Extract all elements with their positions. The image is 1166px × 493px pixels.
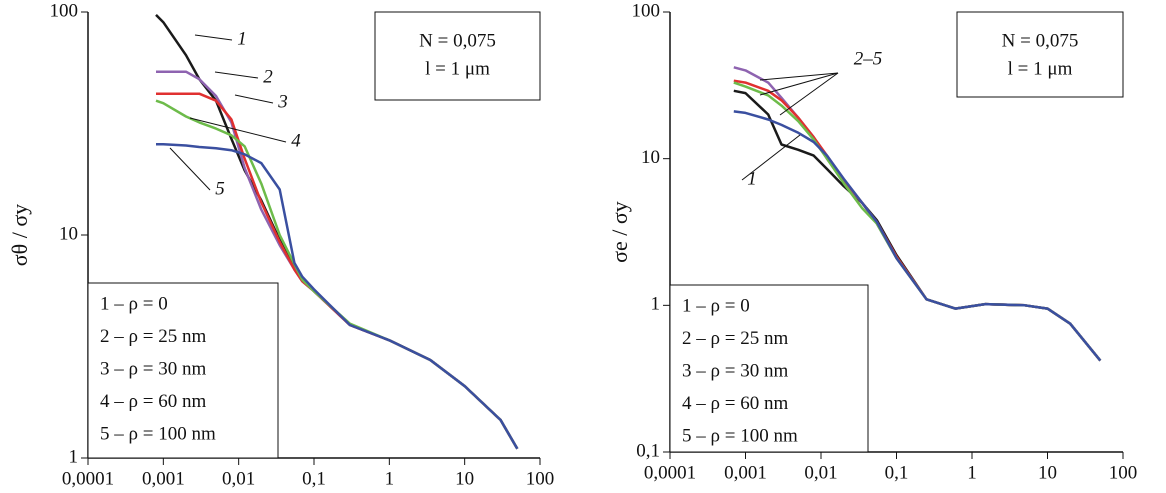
x-tick-label: 1 <box>385 468 395 489</box>
y-tick-label: 100 <box>632 0 661 21</box>
annotation-box <box>956 11 1124 98</box>
x-tick-label: 0,01 <box>804 462 837 483</box>
legend-entry: 5 – ρ = 100 nm <box>682 425 798 446</box>
curve-label: 4 <box>291 130 301 151</box>
legend-entry: 2 – ρ = 25 nm <box>682 328 788 349</box>
legend-entry: 4 – ρ = 60 nm <box>682 393 788 414</box>
leader-line <box>759 72 839 96</box>
x-tick-label: 100 <box>1109 462 1138 483</box>
x-tick-label: 10 <box>455 468 474 489</box>
y-tick-label: 1 <box>69 446 79 467</box>
x-tick-label: 0,0001 <box>644 462 696 483</box>
leader-line <box>741 134 801 181</box>
leader-line <box>189 117 287 143</box>
legend-entry: 1 – ρ = 0 <box>100 293 168 314</box>
annotation: N = 0,075 <box>1002 30 1079 51</box>
legend-box <box>87 282 279 459</box>
curve-label: 2–5 <box>854 48 883 69</box>
annotation-box <box>374 11 541 101</box>
legend-entry: 4 – ρ = 60 nm <box>100 391 206 412</box>
x-tick-label: 10 <box>1038 462 1057 483</box>
y-tick-label: 0,1 <box>636 440 660 461</box>
legend-entry: 2 – ρ = 25 nm <box>100 326 206 347</box>
leader-line <box>759 72 839 81</box>
leader-line <box>234 94 274 104</box>
series-line <box>733 110 1102 362</box>
legend-entry: 5 – ρ = 100 nm <box>100 423 216 444</box>
legend-entry: 3 – ρ = 30 nm <box>100 358 206 379</box>
legend-entry: 3 – ρ = 30 nm <box>682 360 788 381</box>
leader-line <box>194 34 233 41</box>
leader-line <box>214 71 259 79</box>
x-tick-label: 0,1 <box>885 462 909 483</box>
curve-label: 5 <box>215 178 225 199</box>
y-tick-label: 1 <box>651 294 661 315</box>
legend-entry: 1 – ρ = 0 <box>682 295 750 316</box>
y-axis-label: σe / σy <box>607 201 632 263</box>
leader-line <box>169 147 211 191</box>
legend-box <box>669 284 869 453</box>
y-tick-label: 10 <box>59 223 78 244</box>
annotation: N = 0,075 <box>419 30 496 51</box>
curve-label: 3 <box>277 91 288 112</box>
x-tick-label: 0,0001 <box>62 468 114 489</box>
curve-label: 1 <box>237 28 247 49</box>
x-tick-label: 0,001 <box>142 468 185 489</box>
leader-line <box>779 72 839 116</box>
x-tick-label: 0,001 <box>724 462 767 483</box>
curve-label: 2 <box>263 66 273 87</box>
annotation: l = 1 μm <box>425 58 490 79</box>
x-tick-label: 100 <box>526 468 555 489</box>
annotation: l = 1 μm <box>1008 58 1073 79</box>
y-tick-label: 10 <box>641 147 660 168</box>
x-tick-label: 0,01 <box>222 468 255 489</box>
y-tick-label: 100 <box>50 0 79 21</box>
y-axis-label: σθ / σy <box>7 204 32 266</box>
series-line <box>156 143 519 450</box>
x-tick-label: 1 <box>967 462 977 483</box>
curve-label: 1 <box>747 168 757 189</box>
x-tick-label: 0,1 <box>302 468 326 489</box>
